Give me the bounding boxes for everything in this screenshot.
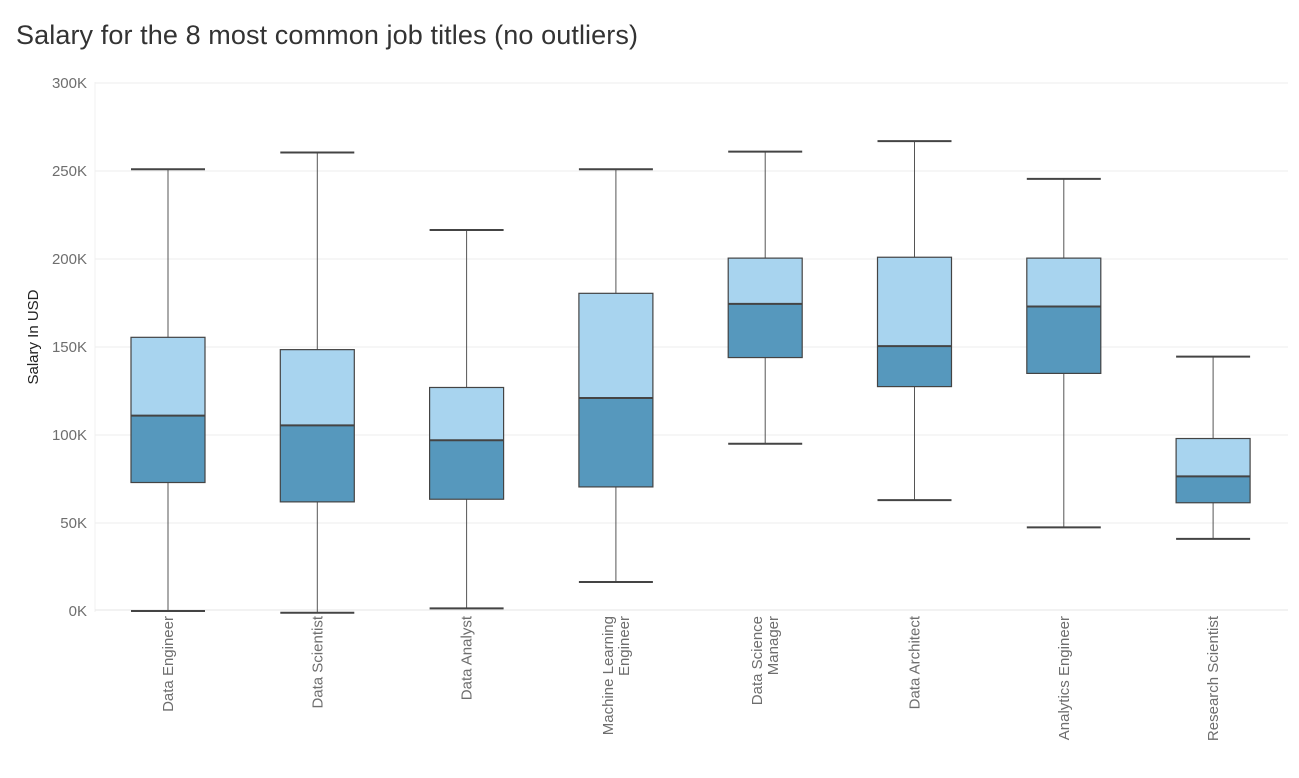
- y-tick-label: 0K: [69, 603, 87, 620]
- upper-box: [280, 349, 355, 426]
- x-tick-label: Analytics Engineer: [1056, 616, 1073, 740]
- x-tick-label: Data Analyst: [459, 615, 476, 700]
- box-plot-3: [429, 228, 505, 610]
- box-outline: [876, 256, 953, 388]
- upper-box: [1026, 258, 1101, 307]
- x-tick-label: Data Scientist: [309, 615, 326, 708]
- box-outline: [1175, 437, 1251, 504]
- box-outline: [130, 336, 206, 484]
- box-plot-8: [1175, 355, 1251, 540]
- x-tick-label: Machine Learning: [600, 616, 617, 735]
- y-axis-ticks: 0K 50K 100K 150K 200K 250K 300K: [52, 75, 87, 620]
- box-plot-1: [130, 168, 206, 612]
- box-plot-7: [1026, 177, 1102, 529]
- box-plot-6: [876, 140, 953, 502]
- lower-box: [429, 440, 504, 500]
- box-plot-4: [578, 168, 654, 583]
- x-tick-label: Research Scientist: [1205, 615, 1222, 741]
- y-tick-label: 200K: [52, 251, 87, 268]
- upper-box: [429, 387, 504, 441]
- lower-box: [1026, 306, 1101, 374]
- x-tick-label: Engineer: [616, 616, 633, 676]
- upper-box: [877, 257, 952, 347]
- upper-box: [1176, 438, 1251, 477]
- x-tick-label: Data Architect: [907, 615, 924, 709]
- y-tick-label: 150K: [52, 339, 87, 356]
- box-outline: [429, 386, 505, 500]
- x-axis-labels: Data Engineer Data Scientist Data Analyst M…: [160, 615, 1222, 741]
- box-outline: [1026, 257, 1102, 374]
- x-tick-label: Data Science: [749, 616, 766, 705]
- y-tick-label: 100K: [52, 427, 87, 444]
- upper-box: [131, 337, 205, 416]
- x-tick-label: Data Engineer: [160, 616, 177, 712]
- lower-box: [728, 303, 803, 358]
- box-outline: [727, 257, 803, 359]
- box-plot-2: [279, 151, 355, 614]
- chart-title: Salary for the 8 most common job titles …: [16, 20, 639, 50]
- y-tick-label: 250K: [52, 163, 87, 180]
- lower-box: [280, 425, 355, 502]
- y-tick-label: 50K: [60, 515, 87, 532]
- lower-box: [1176, 476, 1251, 503]
- box-outline: [578, 292, 654, 488]
- lower-box: [578, 398, 653, 487]
- box-plots: [130, 140, 1251, 614]
- gridlines: [95, 82, 1288, 524]
- upper-box: [728, 258, 803, 304]
- y-axis-title: Salary In USD: [25, 289, 42, 384]
- y-tick-label: 300K: [52, 75, 87, 92]
- x-tick-label: Manager: [765, 616, 782, 675]
- lower-box: [131, 415, 205, 483]
- lower-box: [877, 346, 952, 387]
- upper-box: [578, 293, 653, 399]
- box-plot-5: [727, 150, 803, 445]
